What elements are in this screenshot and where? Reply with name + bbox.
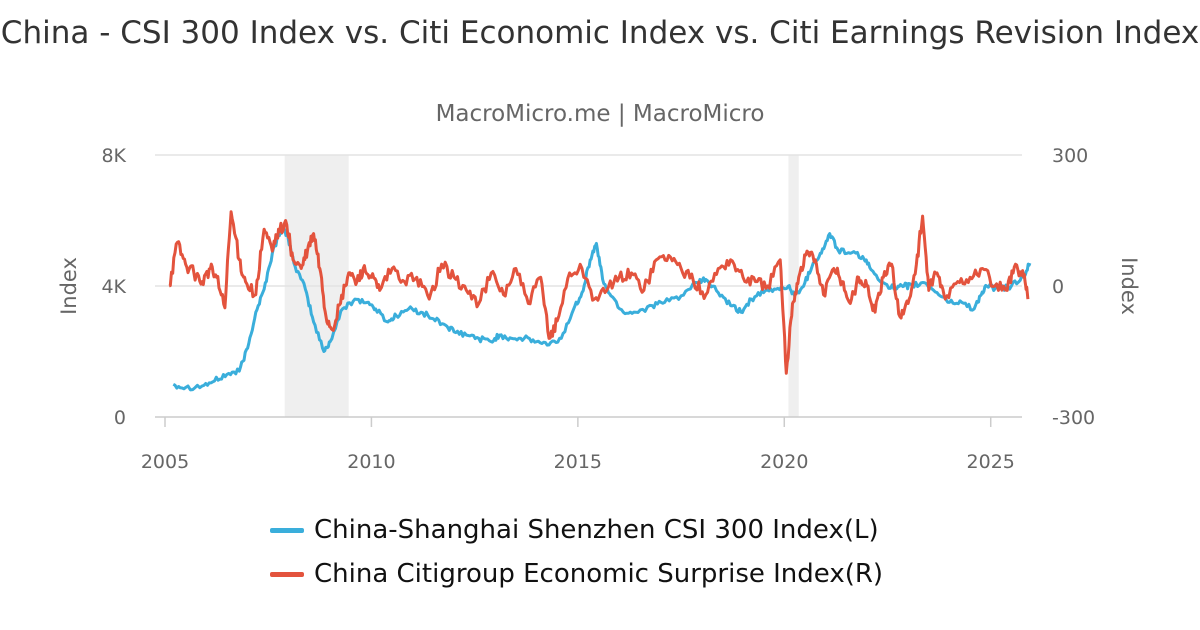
chart-subtitle: MacroMicro.me | MacroMicro: [435, 101, 765, 127]
legend-swatch-citi-surprise: [270, 571, 304, 577]
right-tick-label: 0: [1052, 276, 1064, 298]
chart-title: China - CSI 300 Index vs. Citi Economic …: [0, 15, 1200, 51]
legend-swatch-csi300: [270, 527, 304, 533]
legend-label-citi-surprise: China Citigroup Economic Surprise Index(…: [314, 559, 884, 589]
x-tick-label: 2010: [347, 451, 395, 473]
right-axis-title: Index: [1117, 257, 1141, 315]
left-tick-label: 0: [114, 407, 126, 429]
legend-label-csi300: China-Shanghai Shenzhen CSI 300 Index(L): [314, 515, 879, 545]
series-line-csi300[interactable]: [172, 228, 1032, 392]
legend-item-citi-surprise[interactable]: China Citigroup Economic Surprise Index(…: [270, 552, 883, 596]
x-tick-label: 2025: [967, 451, 1015, 473]
legend: China-Shanghai Shenzhen CSI 300 Index(L)…: [270, 508, 883, 596]
legend-item-csi300[interactable]: China-Shanghai Shenzhen CSI 300 Index(L): [270, 508, 883, 552]
left-tick-label: 4K: [101, 276, 126, 298]
right-tick-label: 300: [1052, 145, 1088, 167]
right-tick-label: -300: [1052, 407, 1095, 429]
x-tick-label: 2005: [141, 451, 189, 473]
x-tick-label: 2020: [760, 451, 808, 473]
x-tick-label: 2015: [554, 451, 602, 473]
series-line-citi-surprise[interactable]: [168, 210, 1030, 375]
left-axis-title: Index: [57, 257, 81, 315]
left-tick-label: 8K: [101, 145, 126, 167]
